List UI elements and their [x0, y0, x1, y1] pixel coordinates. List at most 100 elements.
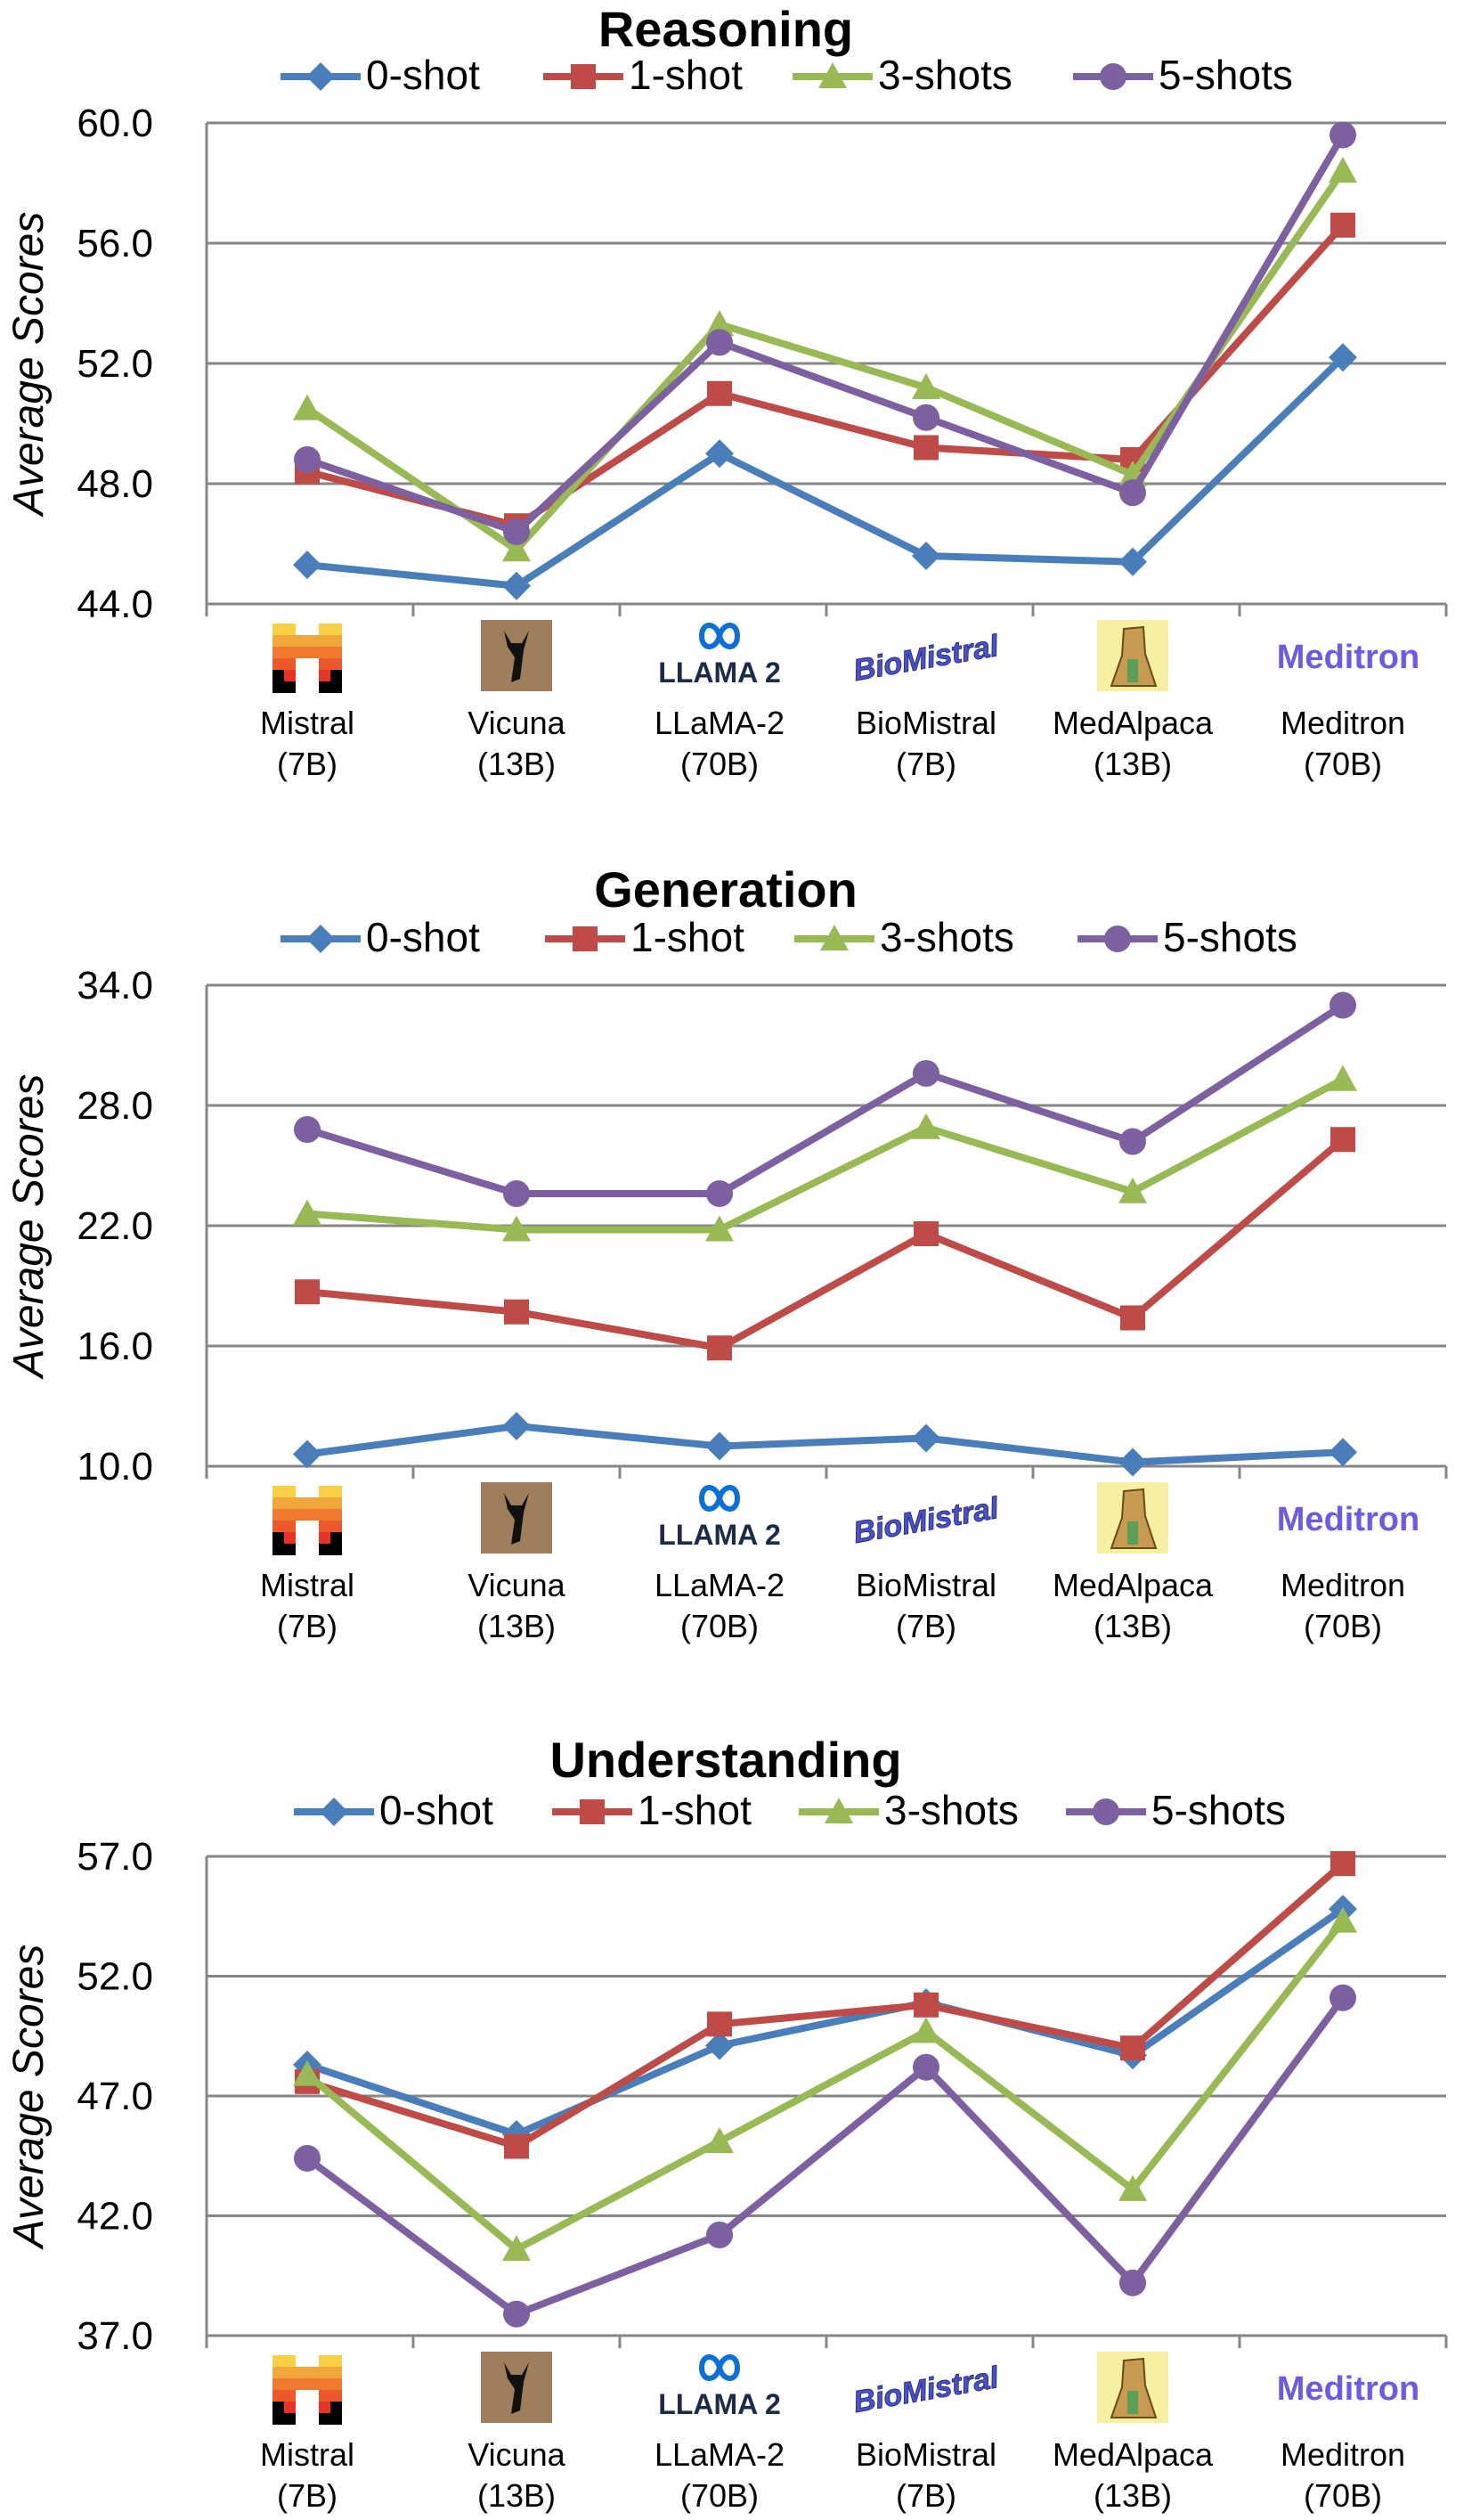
series-line	[305, 223, 1346, 530]
series-line	[305, 1002, 1346, 1197]
x-tick-size-label: (7B)	[896, 1608, 956, 1644]
x-tick-label: Mistral	[260, 705, 354, 741]
legend-label: 1-shot	[630, 914, 744, 960]
data-point	[913, 404, 939, 431]
legend-item-5-shots: 5-shots	[1066, 1787, 1286, 1833]
series-3-shots	[293, 1906, 1357, 2262]
x-tick-label: Meditron	[1281, 705, 1405, 741]
y-tick-label: 48.0	[77, 462, 153, 506]
data-point	[502, 1215, 531, 1242]
chart-title: Reasoning	[598, 1, 853, 57]
data-point	[912, 373, 940, 399]
series-line	[305, 133, 1346, 535]
x-tick-size-label: (7B)	[277, 2477, 337, 2514]
series-0-shot	[293, 1412, 1357, 1477]
x-tick-size-label: (7B)	[277, 1608, 337, 1644]
series-3-shots	[293, 157, 1357, 562]
data-point	[293, 1199, 321, 1226]
series-line	[306, 355, 1346, 590]
x-tick-label: BioMistral	[856, 2436, 996, 2473]
data-point	[705, 2127, 734, 2154]
legend: 0-shot 1-shot 3-shots 5-shots	[281, 52, 1293, 98]
series-5-shots	[294, 991, 1356, 1207]
data-point	[502, 535, 531, 562]
mistral-logo-icon	[272, 1486, 342, 1555]
y-tick-label: 47.0	[77, 2075, 153, 2118]
legend-item-0-shot: 0-shot	[294, 1787, 493, 1833]
x-tick-size-label: (7B)	[277, 746, 337, 782]
data-point	[912, 1113, 940, 1139]
data-point	[1119, 2269, 1146, 2296]
y-tick-label: 42.0	[77, 2195, 153, 2239]
data-point	[705, 1215, 734, 1242]
data-point	[502, 2235, 531, 2262]
legend-marker	[571, 64, 596, 89]
legend-label: 3-shots	[880, 914, 1014, 960]
svg-text:LLAMA 2: LLAMA 2	[658, 1519, 780, 1551]
llama2-logo-icon: LLAMA 2	[658, 2354, 781, 2420]
series-1-shot	[295, 1127, 1355, 1361]
data-point	[504, 1299, 529, 1325]
y-tick-label: 56.0	[77, 222, 153, 265]
x-tick-size-label: (70B)	[680, 746, 759, 782]
data-point	[1119, 1128, 1146, 1155]
data-point	[503, 2300, 530, 2328]
legend: 0-shot 1-shot 3-shots 5-shots	[281, 914, 1297, 960]
legend-marker	[1100, 63, 1126, 90]
chart-title: Understanding	[549, 1732, 901, 1788]
data-point	[912, 1423, 940, 1453]
x-tick-label: Vicuna	[468, 1567, 565, 1603]
y-tick-label: 37.0	[77, 2314, 153, 2358]
y-tick-label: 34.0	[77, 964, 153, 1007]
series-5-shots	[294, 1984, 1356, 2328]
legend-item-0-shot: 0-shot	[281, 52, 480, 98]
legend-item-3-shots: 3-shots	[793, 52, 1012, 98]
y-tick-label: 22.0	[77, 1204, 153, 1248]
legend-item-5-shots: 5-shots	[1073, 52, 1293, 98]
series-1-shot	[295, 212, 1355, 539]
legend-marker	[818, 62, 847, 88]
legend-marker	[306, 925, 335, 953]
x-tick-label: Mistral	[260, 2436, 354, 2473]
mistral-logo-icon	[272, 624, 342, 693]
series-5-shots	[294, 121, 1356, 545]
legend-item-5-shots: 5-shots	[1077, 914, 1297, 960]
legend-marker	[320, 1798, 348, 1826]
chart-reasoning: Reasoning 0-shot 1-shot 3-shots 5-shots 60.0 5…	[5, 1, 1448, 782]
legend-marker	[1104, 926, 1131, 952]
data-point	[1120, 1305, 1145, 1331]
data-point	[502, 571, 531, 600]
series-line	[306, 1076, 1345, 1234]
data-point	[293, 2059, 321, 2086]
x-tick-size-label: (13B)	[1094, 746, 1172, 782]
data-point	[914, 1221, 939, 1246]
data-point	[1330, 121, 1356, 149]
legend-item-0-shot: 0-shot	[281, 914, 480, 960]
svg-text:LLAMA 2: LLAMA 2	[658, 2388, 780, 2420]
svg-text:Meditron: Meditron	[1277, 2370, 1419, 2408]
chart-title: Generation	[594, 861, 858, 917]
data-point	[1330, 1984, 1356, 2011]
series-line	[305, 1861, 1346, 2150]
svg-text:Meditron: Meditron	[1277, 1501, 1419, 1538]
svg-text:BioMistral: BioMistral	[851, 2361, 1003, 2419]
chart-understanding: Understanding 0-shot 1-shot 3-shots 5-shots 5…	[5, 1732, 1448, 2514]
x-tick-label: Meditron	[1281, 1567, 1405, 1603]
vicuna-logo-icon	[481, 620, 552, 691]
mistral-logo-icon	[272, 2355, 342, 2425]
legend-label: 1-shot	[638, 1787, 752, 1833]
data-point	[1118, 2174, 1147, 2201]
series-3-shots	[293, 1064, 1357, 1242]
svg-text:BioMistral: BioMistral	[851, 629, 1003, 688]
x-tick-label: MedAlpaca	[1053, 2436, 1214, 2473]
data-point	[1329, 157, 1357, 183]
data-point	[705, 2031, 734, 2060]
svg-text:BioMistral: BioMistral	[851, 1491, 1003, 1550]
data-point	[912, 2017, 940, 2043]
series-line	[305, 1905, 1346, 2139]
data-point	[1120, 2035, 1145, 2061]
series-line	[305, 1919, 1346, 2254]
x-tick-label: Mistral	[260, 1567, 354, 1603]
